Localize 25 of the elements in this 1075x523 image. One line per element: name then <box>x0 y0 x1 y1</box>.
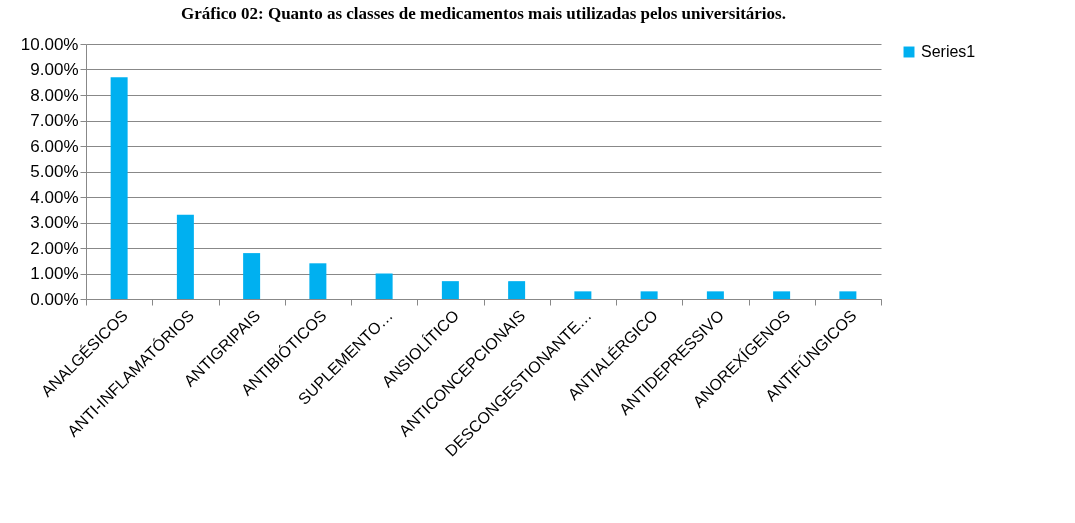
y-tick-label: 1.00% <box>30 264 79 283</box>
bar <box>110 77 128 299</box>
y-tick-label: 2.00% <box>30 238 79 258</box>
bar <box>243 253 261 299</box>
y-tick-label: 10.00% <box>20 34 79 54</box>
y-tick-label: 4.00% <box>30 187 79 207</box>
bar <box>508 281 526 299</box>
y-tick-label: 8.00% <box>30 85 79 105</box>
y-tick-label: 9.00% <box>30 60 79 79</box>
bar <box>839 291 857 299</box>
legend-label: Series1 <box>921 43 976 60</box>
bar <box>706 291 724 299</box>
bar <box>309 263 327 299</box>
bar <box>640 291 658 299</box>
y-tick-label: 6.00% <box>30 136 79 156</box>
bar <box>773 291 791 299</box>
chart-title: Gráfico 02: Quanto as classes de medicamentos mais utilizadas pelos universitários. <box>181 4 786 23</box>
y-tick-label: 7.00% <box>30 111 79 130</box>
bar <box>176 214 194 299</box>
y-tick-label: 0.00% <box>30 289 79 309</box>
y-tick-label: 5.00% <box>30 162 79 181</box>
bar <box>375 273 393 299</box>
bar <box>441 281 459 299</box>
bar <box>574 291 592 299</box>
y-tick-label: 3.00% <box>30 213 79 232</box>
